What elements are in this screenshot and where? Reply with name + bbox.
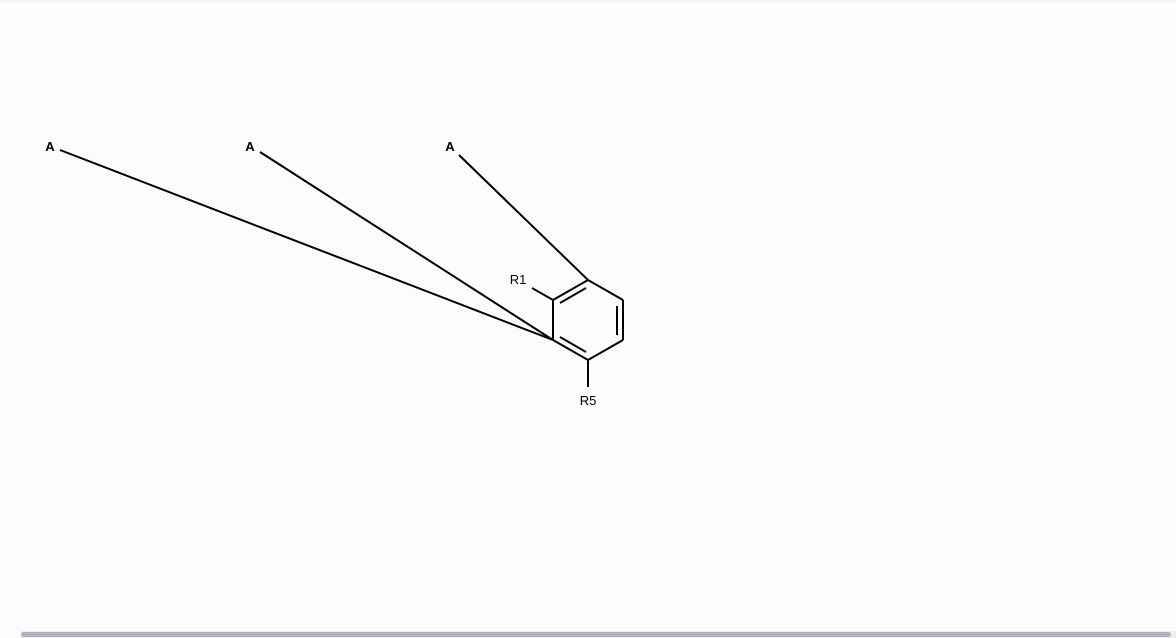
ring-double-bond[interactable] — [559, 336, 587, 353]
ring-bond[interactable] — [552, 339, 589, 361]
benzene-ring[interactable] — [552, 279, 624, 361]
attachment-label-a2[interactable]: A — [245, 139, 255, 154]
ring-double-bond[interactable] — [559, 287, 587, 304]
ring-bond[interactable] — [587, 339, 624, 361]
ring-bond[interactable] — [587, 279, 624, 301]
bond-r1[interactable] — [531, 287, 554, 301]
attachment-label-a1[interactable]: A — [45, 139, 55, 154]
ring-bond[interactable] — [552, 279, 589, 301]
attachment-label-a3[interactable]: A — [445, 139, 455, 154]
bond-a3[interactable] — [458, 154, 589, 281]
bond-a2[interactable] — [259, 151, 554, 341]
top-divider — [0, 0, 1176, 3]
horizontal-scrollbar[interactable] — [21, 631, 1176, 638]
scrollbar-thumb[interactable] — [21, 632, 1171, 637]
substituent-label-r1[interactable]: R1 — [510, 272, 527, 287]
bond-a1[interactable] — [59, 149, 554, 341]
substituent-label-r5[interactable]: R5 — [580, 393, 597, 408]
